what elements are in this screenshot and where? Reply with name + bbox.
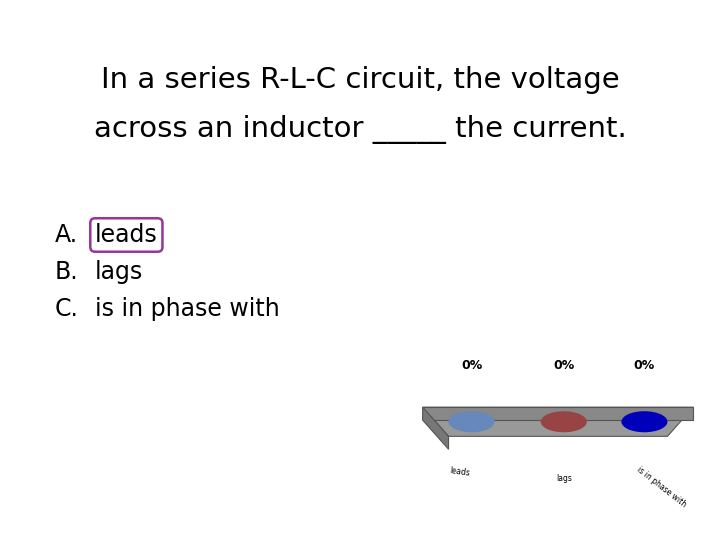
Text: is in phase with: is in phase with (635, 464, 688, 509)
Text: 0%: 0% (634, 359, 655, 372)
Text: leads: leads (449, 466, 471, 478)
Text: is in phase with: is in phase with (95, 297, 280, 321)
Text: A.: A. (55, 223, 78, 247)
Text: across an inductor _____ the current.: across an inductor _____ the current. (94, 116, 626, 145)
Text: leads: leads (95, 223, 158, 247)
Text: 0%: 0% (461, 359, 482, 372)
Polygon shape (423, 407, 693, 420)
Text: C.: C. (55, 297, 79, 321)
Polygon shape (423, 407, 693, 436)
Text: lags: lags (556, 474, 572, 483)
Ellipse shape (449, 411, 495, 432)
Ellipse shape (541, 411, 587, 432)
Ellipse shape (621, 411, 667, 432)
Text: 0%: 0% (553, 359, 575, 372)
Text: lags: lags (95, 260, 143, 284)
Polygon shape (423, 407, 449, 449)
Text: B.: B. (55, 260, 78, 284)
Text: In a series R-L-C circuit, the voltage: In a series R-L-C circuit, the voltage (101, 66, 619, 94)
